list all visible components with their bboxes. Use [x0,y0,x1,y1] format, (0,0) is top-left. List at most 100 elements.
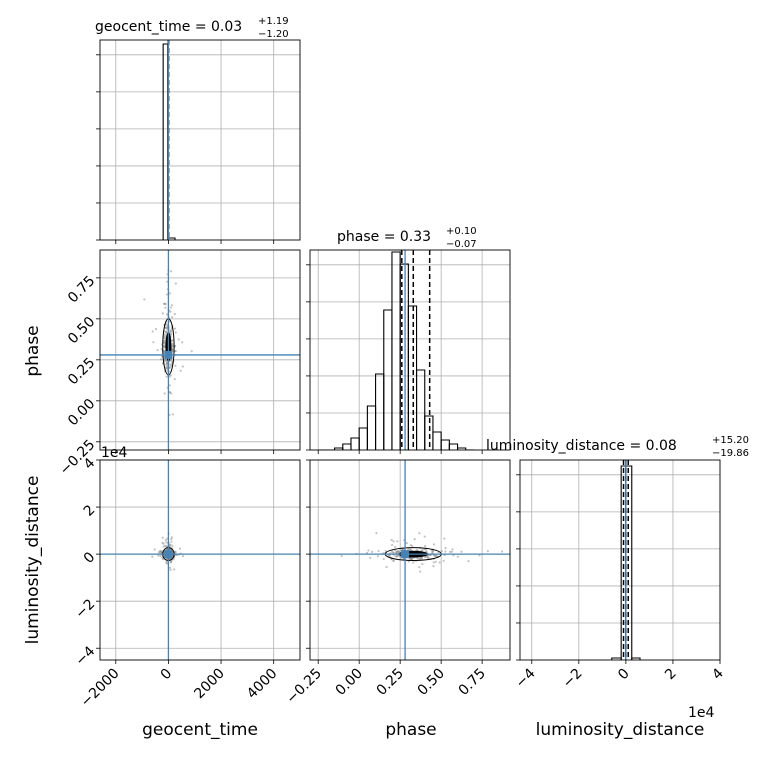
svg-text:+0.10: +0.10 [446,226,477,237]
axes-frame [519,459,721,661]
sample-point [190,350,193,353]
sample-point [169,270,173,273]
sample-point [467,560,470,563]
sample-point [174,551,177,554]
sample-point [179,369,182,372]
sample-point [163,339,167,342]
ytick-label-0: −4 [72,643,98,669]
ytick-label-2: 0 [81,549,99,567]
sample-point [424,544,427,548]
sample-point [181,554,185,558]
sample-point [431,550,434,553]
sample-point [450,550,454,553]
ytick-label-4: 0.75 [65,273,98,306]
xtick-label-4: 4 [709,665,727,683]
xtick-label-1: 0 [158,666,176,684]
sample-point [164,306,167,309]
sample-point [165,323,169,326]
sample-point [165,366,168,369]
hist-bin-3 [631,657,641,660]
sample-point [443,537,446,540]
hist-bin-10 [407,305,418,450]
sample-point [173,327,177,330]
ytick-label-1: −2 [72,596,98,622]
hist-bin-13 [432,431,442,450]
sample-point [169,561,172,564]
sample-point [151,555,154,558]
sample-point [405,542,408,545]
samples-phase-vs-geocent_time [100,250,300,450]
sample-point [181,341,184,344]
sample-point [432,561,435,564]
hist-bin-0 [162,43,169,240]
sample-point [168,391,172,394]
xtick-label-1: 0.00 [333,666,366,699]
sample-point [452,554,455,557]
sample-point [478,554,481,557]
axes-frame [309,459,511,661]
sample-point [165,375,168,378]
sample-point [154,327,158,331]
sample-point [171,339,174,342]
sample-point [169,310,172,313]
sample-point [171,342,174,345]
sample-point [163,358,167,362]
sample-point [157,551,161,554]
svg-text:−1.20: −1.20 [258,29,289,40]
sample-point [173,312,176,316]
sample-point [370,550,374,553]
sample-point [395,550,398,553]
sample-point [173,378,176,381]
xtick-label-0: −4 [513,665,539,691]
sample-point [390,543,394,547]
sample-point [171,348,174,351]
sample-point [160,348,163,351]
sample-point [423,535,426,538]
ytick-label-2: 0.25 [65,355,98,388]
hist-bin-8 [391,251,401,450]
sample-point [169,363,172,366]
sample-point [170,304,173,307]
xtick-label-3: 0.50 [415,666,448,699]
xtick-label-0: −0.25 [283,666,325,708]
hist-bin-4 [358,427,368,450]
xtick-label-1: −2 [560,666,586,692]
panel-phase-vs-geocent_time: −0.250.000.250.500.75 [57,249,301,479]
sample-point [161,312,164,315]
sample-point [442,559,445,562]
sample-point [434,560,437,563]
svg-text:+1.19: +1.19 [258,16,289,27]
svg-text:phase = 0.33: phase = 0.33 [337,229,431,245]
sample-point [159,554,162,558]
sample-point [395,555,398,558]
xtick-label-4: 0.75 [456,666,489,699]
sample-point [385,565,388,569]
svg-text:+15.20: +15.20 [712,435,749,446]
sample-point [171,413,174,416]
truth-marker [401,550,410,559]
xtick-label-3: 2 [662,666,680,684]
sample-point [171,316,174,319]
hist-bin-2 [342,443,352,450]
sample-point [161,536,164,539]
svg-text:−0.07: −0.07 [446,239,477,250]
sample-point [152,341,155,344]
hist-bin-7 [383,309,393,450]
sample-point [432,543,436,546]
sample-point [168,566,172,569]
sample-point [444,550,447,553]
sample-point [165,560,168,563]
sample-point [163,302,166,305]
sample-point [456,555,459,558]
xtick-label-2: 0 [615,666,633,684]
sample-point [424,555,427,558]
histogram-geocent_time [162,40,176,240]
sample-point [432,565,435,568]
sample-point [181,365,184,368]
sample-point [438,561,441,564]
sample-point [382,557,385,561]
sample-point [159,358,163,361]
sample-point [448,550,452,553]
